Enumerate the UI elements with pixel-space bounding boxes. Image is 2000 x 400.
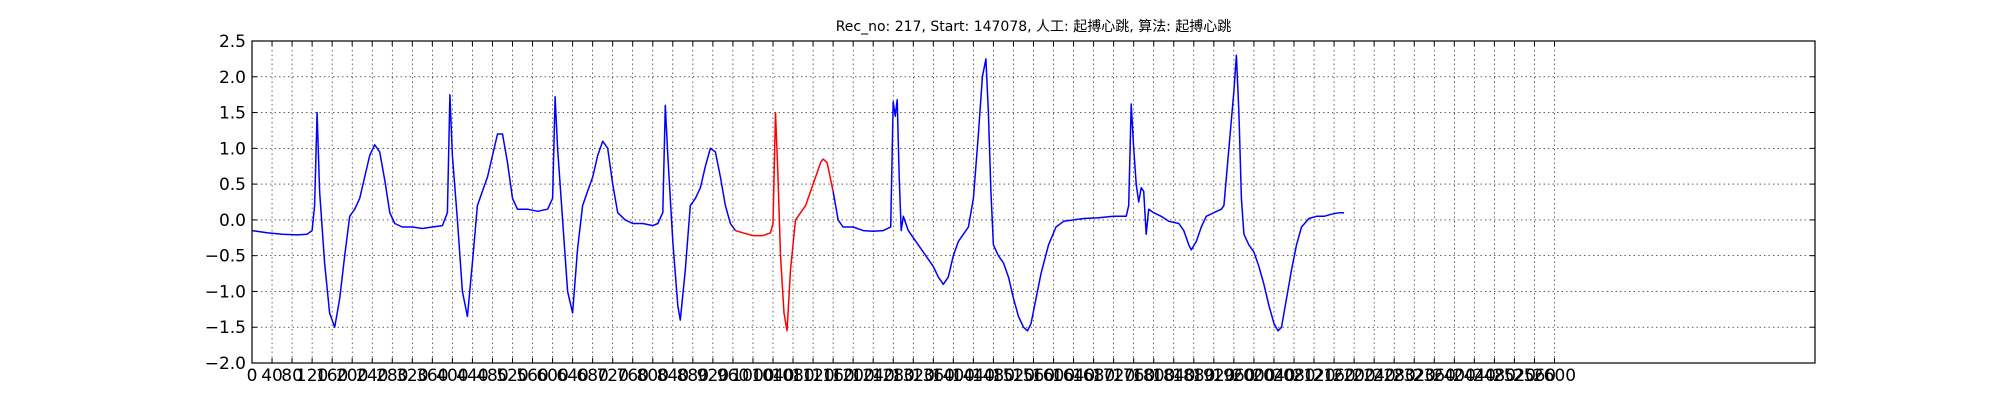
y-tick-label: 0.0 (219, 211, 246, 231)
x-tick-label: 1520 (992, 366, 1035, 386)
x-tick-label: 360 (416, 366, 448, 386)
y-tick-label: −0.5 (205, 247, 246, 267)
x-tick-label: 640 (556, 366, 588, 386)
x-tick-label: 1840 (1152, 366, 1195, 386)
x-tick-label: 2360 (1413, 366, 1456, 386)
x-tick-label: 1560 (1012, 366, 1055, 386)
x-tick-label: 600 (536, 366, 568, 386)
x-tick-label: 680 (576, 366, 608, 386)
x-tick-label: 1280 (872, 366, 915, 386)
x-tick-label: 1440 (952, 366, 995, 386)
y-tick-label: −1.5 (205, 318, 246, 338)
x-tick-label: 1320 (892, 366, 935, 386)
x-tick-label: 400 (436, 366, 468, 386)
x-tick-label: 120 (296, 366, 328, 386)
x-tick-label: 760 (617, 366, 649, 386)
y-tick-label: 2.5 (219, 32, 246, 52)
x-tick-label: 2120 (1292, 366, 1335, 386)
x-tick-label: 1080 (771, 366, 814, 386)
x-tick-label: 1800 (1132, 366, 1175, 386)
ecg-segment-3 (832, 54, 1345, 332)
x-tick-label: 2480 (1473, 366, 1516, 386)
x-tick-label: 2240 (1353, 366, 1396, 386)
x-tick-label: 1600 (1032, 366, 1075, 386)
x-tick-label: 480 (476, 366, 508, 386)
x-tick-label: 1760 (1112, 366, 1155, 386)
x-tick-label: 2400 (1433, 366, 1476, 386)
x-tick-label: 40 (261, 366, 283, 386)
x-tick-label: 240 (356, 366, 388, 386)
x-tick-label: 2000 (1232, 366, 1275, 386)
y-tick-label: 1.5 (219, 104, 246, 124)
x-tick-label: 800 (637, 366, 669, 386)
x-tick-label: 2520 (1493, 366, 1536, 386)
x-tick-label: 1360 (912, 366, 955, 386)
x-tick-label: 2440 (1453, 366, 1496, 386)
x-tick-label: 1680 (1072, 366, 1115, 386)
y-tick-label: 1.0 (219, 139, 246, 159)
ecg-segment-2 (735, 111, 834, 332)
x-tick-label: 1880 (1172, 366, 1215, 386)
x-tick-label: 2200 (1332, 366, 1375, 386)
x-tick-label: 2160 (1312, 366, 1355, 386)
x-tick-label: 160 (316, 366, 348, 386)
x-tick-label: 2280 (1373, 366, 1416, 386)
x-tick-label: 1960 (1212, 366, 1255, 386)
y-axis-ticks: −2.0 −1.5 −1.0 −0.5 0.0 0.5 1.0 1.5 2.0 2.5 (205, 32, 1815, 374)
x-tick-label: 2600 (1533, 366, 1576, 386)
x-tick-label: 1480 (972, 366, 1015, 386)
y-tick-label: 0.5 (219, 175, 246, 195)
ecg-segment-1 (251, 93, 737, 328)
x-tick-label: 320 (396, 366, 428, 386)
x-tick-label: 1720 (1092, 366, 1135, 386)
y-tick-label: 2.0 (219, 68, 246, 88)
x-tick-label: 0 (247, 366, 258, 386)
x-tick-label: 960 (717, 366, 749, 386)
x-tick-label: 880 (677, 366, 709, 386)
x-tick-label: 840 (657, 366, 689, 386)
x-tick-label: 1040 (751, 366, 794, 386)
x-axis-ticks: 0 408012016020024028032036040044048052056… (247, 41, 1576, 386)
x-tick-label: 1240 (852, 366, 895, 386)
x-tick-label: 2320 (1393, 366, 1436, 386)
x-tick-label: 80 (281, 366, 303, 386)
x-tick-label: 1200 (832, 366, 875, 386)
y-tick-label: −1.0 (205, 282, 246, 302)
x-tick-label: 1400 (932, 366, 975, 386)
data-series (251, 54, 1345, 332)
x-tick-label: 1160 (811, 366, 854, 386)
x-tick-label: 1920 (1192, 366, 1235, 386)
x-tick-label: 2560 (1513, 366, 1556, 386)
x-tick-label: 720 (596, 366, 628, 386)
x-tick-label: 280 (376, 366, 408, 386)
x-tick-label: 1000 (731, 366, 774, 386)
x-tick-label: 1120 (791, 366, 834, 386)
x-tick-label: 440 (456, 366, 488, 386)
chart-title: Rec_no: 217, Start: 147078, 人工: 起搏心跳, 算法… (836, 18, 1232, 35)
y-tick-label: −2.0 (205, 354, 246, 374)
x-tick-label: 920 (697, 366, 729, 386)
x-tick-label: 200 (336, 366, 368, 386)
x-tick-label: 560 (516, 366, 548, 386)
x-tick-label: 1640 (1052, 366, 1095, 386)
x-tick-label: 520 (496, 366, 528, 386)
x-tick-label: 2080 (1272, 366, 1315, 386)
x-tick-label: 2040 (1252, 366, 1295, 386)
